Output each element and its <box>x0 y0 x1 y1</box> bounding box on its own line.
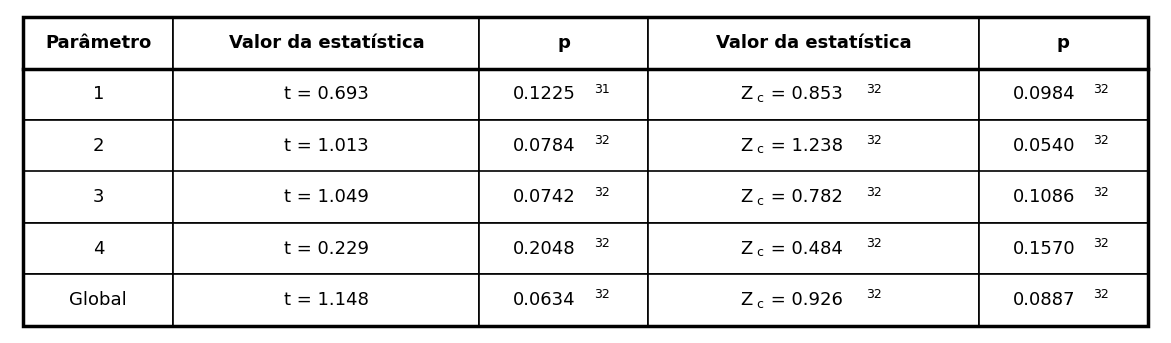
Text: t = 1.013: t = 1.013 <box>283 137 369 155</box>
Text: 0.1570: 0.1570 <box>1013 240 1075 258</box>
Text: Parâmetro: Parâmetro <box>46 34 151 52</box>
Text: 0.1086: 0.1086 <box>1013 188 1075 206</box>
Text: 32: 32 <box>867 134 882 147</box>
Text: 0.0540: 0.0540 <box>1013 137 1075 155</box>
Text: 32: 32 <box>594 237 610 250</box>
Text: Global: Global <box>69 291 128 309</box>
Text: c: c <box>756 246 763 259</box>
Text: 4: 4 <box>93 240 104 258</box>
Text: c: c <box>756 298 763 311</box>
Text: t = 1.148: t = 1.148 <box>283 291 369 309</box>
Text: c: c <box>756 195 763 208</box>
Text: 32: 32 <box>594 186 610 199</box>
Text: 32: 32 <box>867 186 882 199</box>
Text: c: c <box>756 92 763 105</box>
Text: 32: 32 <box>867 288 882 301</box>
Text: p: p <box>1057 34 1069 52</box>
Text: 32: 32 <box>867 237 882 250</box>
Text: 0.2048: 0.2048 <box>513 240 576 258</box>
Text: 0.0984: 0.0984 <box>1013 85 1075 103</box>
Text: c: c <box>756 143 763 156</box>
Text: = 0.853: = 0.853 <box>766 85 843 103</box>
Text: 31: 31 <box>594 83 610 96</box>
Text: t = 0.693: t = 0.693 <box>283 85 369 103</box>
Text: 32: 32 <box>594 288 610 301</box>
Text: Valor da estatística: Valor da estatística <box>228 34 424 52</box>
Text: 32: 32 <box>1094 186 1109 199</box>
Text: 32: 32 <box>1094 83 1109 96</box>
Text: t = 1.049: t = 1.049 <box>283 188 369 206</box>
Text: = 0.782: = 0.782 <box>766 188 843 206</box>
Text: 2: 2 <box>93 137 104 155</box>
Text: Z: Z <box>740 240 753 258</box>
Text: = 1.238: = 1.238 <box>766 137 843 155</box>
Text: Z: Z <box>740 188 753 206</box>
Text: p: p <box>557 34 570 52</box>
Text: 32: 32 <box>1094 288 1109 301</box>
Text: 32: 32 <box>867 83 882 96</box>
Text: Z: Z <box>740 137 753 155</box>
Text: 0.0634: 0.0634 <box>513 291 576 309</box>
Text: = 0.484: = 0.484 <box>766 240 843 258</box>
Text: 0.0887: 0.0887 <box>1013 291 1075 309</box>
Text: Z: Z <box>740 85 753 103</box>
Text: Z: Z <box>740 291 753 309</box>
Text: 32: 32 <box>594 134 610 147</box>
Text: 3: 3 <box>93 188 104 206</box>
Text: t = 0.229: t = 0.229 <box>283 240 369 258</box>
Text: 0.0784: 0.0784 <box>513 137 576 155</box>
Text: Valor da estatística: Valor da estatística <box>715 34 911 52</box>
Text: 0.0742: 0.0742 <box>513 188 576 206</box>
Text: 0.1225: 0.1225 <box>513 85 576 103</box>
Text: 32: 32 <box>1094 134 1109 147</box>
Text: 32: 32 <box>1094 237 1109 250</box>
Text: = 0.926: = 0.926 <box>766 291 843 309</box>
Text: 1: 1 <box>93 85 104 103</box>
